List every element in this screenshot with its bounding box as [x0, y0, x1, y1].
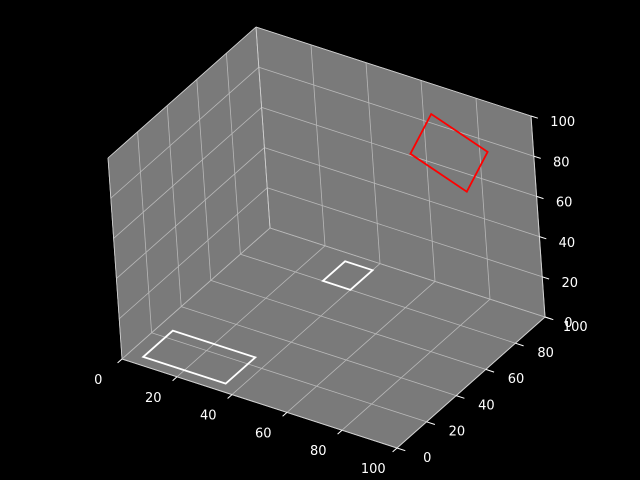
z-tick-label: 0 — [564, 316, 572, 331]
z-tick-label: 80 — [553, 155, 570, 170]
gridline — [341, 298, 491, 431]
z-tick-label: 40 — [559, 236, 576, 251]
gridline — [137, 131, 152, 333]
x-tick-label: 80 — [310, 444, 327, 459]
red-square-outline — [409, 112, 489, 194]
y-tick-mark — [456, 395, 465, 399]
z-tick-mark — [542, 276, 550, 280]
gridline — [166, 105, 182, 307]
back-pane — [256, 27, 545, 317]
z-tick-labels: 0 20 40 60 80 100 — [550, 115, 578, 331]
x-tick-label: 100 — [361, 462, 386, 477]
gridline — [310, 44, 326, 246]
x-tick-label: 40 — [200, 409, 217, 424]
z-tick-mark — [530, 115, 539, 119]
y-tick-label: 60 — [508, 372, 525, 387]
gridline — [269, 227, 546, 318]
gridline — [365, 62, 381, 264]
gridline — [116, 147, 265, 279]
gridline — [110, 66, 260, 199]
y-axis-line — [396, 316, 546, 449]
gridline — [210, 280, 486, 370]
gridline — [113, 107, 262, 239]
gridline — [226, 53, 241, 255]
gridline — [258, 66, 534, 157]
gridline — [176, 245, 326, 378]
z-tick-mark — [536, 195, 544, 200]
gridline — [151, 332, 427, 423]
x-tick-mark — [172, 376, 178, 382]
y-tick-labels: 0 20 40 60 80 100 — [423, 320, 588, 466]
white-square-outline — [141, 329, 258, 385]
y-tick-label: 40 — [478, 398, 495, 413]
left-pane — [108, 27, 270, 359]
z-axis-line — [530, 115, 546, 318]
gridline — [121, 227, 271, 360]
x-axis-line — [121, 358, 398, 449]
gridline — [286, 281, 436, 413]
z-tick-mark — [539, 236, 547, 240]
y-tick-label: 100 — [563, 320, 588, 335]
y-tick-label: 0 — [423, 451, 431, 466]
y-tick-mark — [396, 447, 406, 452]
gridline — [420, 80, 436, 282]
axis-edges — [107, 26, 546, 449]
gridline — [264, 147, 540, 237]
pane-edge — [107, 26, 257, 159]
y-tick-mark — [485, 368, 495, 373]
gridline — [475, 98, 491, 300]
z-tick-label: 100 — [550, 115, 575, 130]
pane-edge — [255, 26, 271, 229]
gridline — [267, 187, 543, 278]
gridline — [181, 306, 457, 396]
gridline — [261, 107, 537, 197]
y-tick-label: 80 — [537, 346, 554, 361]
x-tick-labels: 0 20 40 60 80 100 — [94, 373, 386, 477]
x-tick-label: 20 — [145, 391, 162, 406]
y-tick-mark — [426, 421, 436, 425]
x-tick-mark — [282, 412, 288, 417]
y-tick-mark — [515, 342, 524, 347]
pane-edge — [107, 157, 123, 360]
tick-marks — [117, 115, 554, 453]
gridline — [196, 79, 212, 281]
gridline — [240, 253, 516, 344]
x-tick-mark — [392, 447, 398, 453]
z-tick-label: 60 — [556, 196, 573, 211]
y-tick-label: 20 — [449, 425, 466, 440]
white-square-outline — [321, 260, 375, 291]
x-tick-mark — [337, 429, 343, 435]
series-group — [141, 112, 489, 385]
z-tick-mark — [533, 155, 541, 159]
z-tick-label: 20 — [562, 276, 579, 291]
x-tick-mark — [117, 358, 123, 364]
gridline — [118, 187, 268, 320]
pane-edge — [255, 26, 532, 117]
x-tick-label: 0 — [94, 373, 102, 388]
x-tick-mark — [227, 394, 233, 399]
x-tick-label: 60 — [255, 426, 272, 441]
y-tick-mark — [544, 316, 554, 321]
